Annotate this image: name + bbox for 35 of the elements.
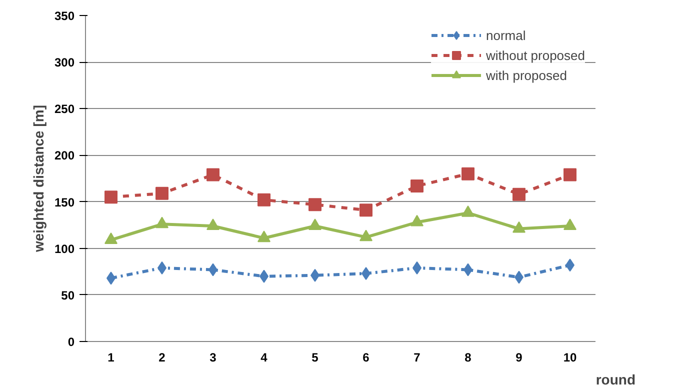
y-tick-label: 250 (54, 102, 75, 116)
legend-label: with proposed (486, 68, 567, 82)
x-tick-label: 7 (414, 350, 421, 364)
y-tick-label: 100 (54, 242, 75, 256)
x-axis-title: round (596, 372, 636, 388)
y-tick-label: 50 (61, 288, 75, 302)
y-tick-label: 350 (54, 9, 75, 23)
point (104, 190, 118, 204)
x-tick-label: 2 (158, 350, 166, 364)
y-tick-label: 150 (54, 195, 75, 210)
point (462, 167, 474, 180)
point (410, 179, 424, 192)
point (512, 188, 526, 201)
x-tick-label: 8 (464, 350, 472, 364)
x-tick-label: 3 (210, 350, 217, 364)
legend-label: without proposed (486, 48, 585, 62)
point (206, 168, 220, 182)
point (564, 168, 576, 182)
point (308, 198, 322, 212)
x-tick-label: 6 (362, 350, 370, 364)
y-tick-label: 200 (54, 148, 75, 163)
point (258, 230, 270, 242)
x-tick-label: 1 (108, 350, 115, 364)
point (360, 204, 372, 217)
x-tick-label: 5 (312, 350, 319, 364)
y-axis-title: weighted distance [m] (30, 104, 46, 254)
x-tick-label: 10 (563, 350, 577, 364)
x-tick-label: 4 (260, 350, 268, 364)
point (156, 216, 168, 228)
x-tick-label: 9 (516, 350, 523, 364)
point (258, 193, 270, 206)
point (156, 186, 168, 200)
legend-label: normal (486, 28, 526, 42)
y-tick-label: 0 (68, 335, 75, 349)
y-tick-label: 300 (54, 56, 75, 70)
